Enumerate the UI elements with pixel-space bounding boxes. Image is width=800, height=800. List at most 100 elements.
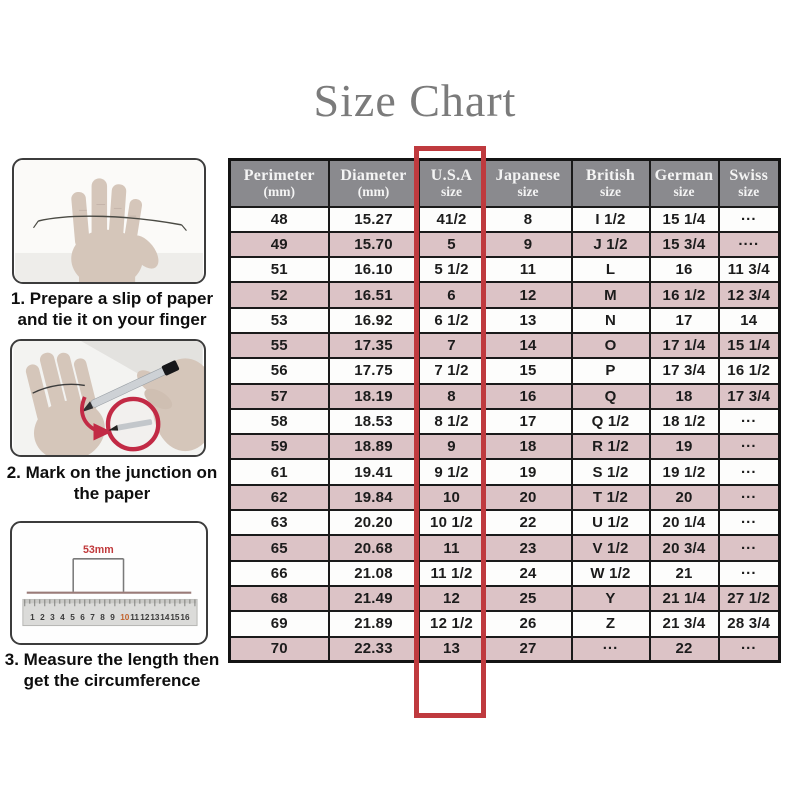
table-cell: 57 bbox=[228, 382, 330, 410]
length-label: 53mm bbox=[83, 544, 114, 556]
table-cell: Y bbox=[570, 584, 651, 613]
table-cell: 8 1/2 bbox=[417, 407, 486, 436]
ruler-ticks bbox=[24, 599, 196, 607]
step1-photo bbox=[12, 158, 206, 284]
table-cell: 18 bbox=[483, 433, 573, 461]
table-cell: 17 3/4 bbox=[648, 357, 720, 385]
table-row: 55 17.35 7 14 O 17 1/4 15 1/4 bbox=[228, 331, 781, 360]
table-cell: 11 bbox=[417, 534, 486, 562]
table-cell: 9 bbox=[417, 433, 486, 461]
table-cell: 8 bbox=[417, 382, 486, 410]
table-cell: P bbox=[570, 357, 651, 385]
column-header: German size bbox=[648, 158, 720, 208]
table-row: 66 21.08 11 1/2 24 W 1/2 21 ··· bbox=[228, 559, 781, 587]
step2-caption-line1: 2. Mark on the junction on bbox=[6, 463, 218, 482]
table-cell: 65 bbox=[228, 534, 330, 562]
table-row: 65 20.68 11 23 V 1/2 20 3/4 ··· bbox=[228, 534, 781, 562]
table-cell: 13 bbox=[483, 306, 573, 334]
table-cell: 27 bbox=[483, 635, 573, 663]
table-cell: 21.49 bbox=[327, 584, 420, 613]
table-cell: 20 bbox=[648, 483, 720, 512]
size-table-header: Perimeter (mm) Diameter (mm) U.S.A size Japane… bbox=[228, 158, 781, 208]
table-cell: R 1/2 bbox=[570, 433, 651, 461]
table-row: 52 16.51 6 12 M 16 1/2 12 3/4 bbox=[228, 281, 781, 309]
column-header: Swiss size bbox=[717, 158, 781, 208]
table-row: 61 19.41 9 1/2 19 S 1/2 19 1/2 ··· bbox=[228, 458, 781, 486]
table-cell: S 1/2 bbox=[570, 458, 651, 486]
table-row: 68 21.49 12 25 Y 21 1/4 27 1/2 bbox=[228, 584, 781, 613]
hand-with-paper-slip-icon bbox=[15, 160, 203, 282]
table-cell: 22 bbox=[483, 509, 573, 537]
size-table: Perimeter (mm) Diameter (mm) U.S.A size Japane… bbox=[228, 158, 781, 664]
table-cell: 27 1/2 bbox=[717, 584, 781, 613]
column-header: Perimeter (mm) bbox=[228, 158, 330, 208]
column-header: Diameter (mm) bbox=[327, 158, 420, 208]
table-cell: 5 bbox=[417, 230, 486, 259]
table-cell: 66 bbox=[228, 559, 330, 587]
table-cell: 52 bbox=[228, 281, 330, 309]
step3-caption-line2: get the circumference bbox=[23, 671, 201, 691]
table-cell: 18.19 bbox=[327, 382, 420, 410]
table-row: 63 20.20 10 1/2 22 U 1/2 20 1/4 ··· bbox=[228, 509, 781, 537]
table-cell: 18.89 bbox=[327, 433, 420, 461]
table-cell: 12 3/4 bbox=[717, 281, 781, 309]
size-table-wrap: Perimeter (mm) Diameter (mm) U.S.A size Japane… bbox=[228, 158, 781, 664]
table-cell: 26 bbox=[483, 610, 573, 638]
table-cell: 48 bbox=[228, 205, 330, 233]
table-cell: 20.68 bbox=[327, 534, 420, 562]
table-cell: 69 bbox=[228, 610, 330, 638]
table-cell: 20 3/4 bbox=[648, 534, 720, 562]
table-cell: 16 1/2 bbox=[717, 357, 781, 385]
table-cell: 21.08 bbox=[327, 559, 420, 587]
table-cell: 16.10 bbox=[327, 256, 420, 284]
table-cell: ···· bbox=[717, 230, 781, 259]
table-cell: 24 bbox=[483, 559, 573, 587]
table-cell: N bbox=[570, 306, 651, 334]
step2-photo bbox=[10, 339, 206, 457]
table-row: 59 18.89 9 18 R 1/2 19 ··· bbox=[228, 433, 781, 461]
table-cell: 16.51 bbox=[327, 281, 420, 309]
table-cell: 17 bbox=[648, 306, 720, 334]
step1-caption-line1: 1. Prepare a slip of paper bbox=[10, 289, 214, 308]
page-title: Size Chart bbox=[313, 75, 517, 126]
table-cell: 9 bbox=[483, 230, 573, 259]
table-cell: 13 bbox=[417, 635, 486, 663]
table-cell: 15 1/4 bbox=[717, 331, 781, 360]
paper-slip-string bbox=[38, 215, 182, 226]
table-row: 70 22.33 13 27 ··· 22 ··· bbox=[228, 635, 781, 663]
table-cell: 25 bbox=[483, 584, 573, 613]
table-cell: 17 bbox=[483, 407, 573, 436]
table-row: 48 15.27 41/2 8 I 1/2 15 1/4 ··· bbox=[228, 205, 781, 233]
table-cell: 14 bbox=[483, 331, 573, 360]
step2-caption-line2: the paper bbox=[73, 484, 151, 504]
table-cell: 56 bbox=[228, 357, 330, 385]
table-cell: 17.35 bbox=[327, 331, 420, 360]
table-cell: 19.84 bbox=[327, 483, 420, 512]
table-cell: 19 1/2 bbox=[648, 458, 720, 486]
ruler-measurement-icon: 53mm 1 2 3 4 5 6 7 8 9 10111213141516 bbox=[13, 523, 205, 643]
table-cell: 8 bbox=[483, 205, 573, 233]
string-mark bbox=[32, 383, 85, 394]
table-cell: 15.70 bbox=[327, 230, 420, 259]
table-row: 56 17.75 7 1/2 15 P 17 3/4 16 1/2 bbox=[228, 357, 781, 385]
table-cell: ··· bbox=[717, 458, 781, 486]
column-header: U.S.A size bbox=[417, 158, 486, 208]
step1-caption-line2: and tie it on your finger bbox=[17, 310, 207, 330]
table-cell: 41/2 bbox=[417, 205, 486, 233]
table-cell: 58 bbox=[228, 407, 330, 436]
table-cell: 22.33 bbox=[327, 635, 420, 663]
table-cell: ··· bbox=[717, 407, 781, 436]
table-cell: 7 bbox=[417, 331, 486, 360]
table-cell: 61 bbox=[228, 458, 330, 486]
step1-caption: 1. Prepare a slip of paper and tie it on… bbox=[0, 288, 224, 331]
table-cell: 51 bbox=[228, 256, 330, 284]
table-cell: I 1/2 bbox=[570, 205, 651, 233]
table-cell: 62 bbox=[228, 483, 330, 512]
table-cell: 17 1/4 bbox=[648, 331, 720, 360]
table-cell: 20 1/4 bbox=[648, 509, 720, 537]
table-cell: 59 bbox=[228, 433, 330, 461]
table-cell: 10 1/2 bbox=[417, 509, 486, 537]
table-row: 51 16.10 5 1/2 11 L 16 11 3/4 bbox=[228, 256, 781, 284]
table-cell: 17.75 bbox=[327, 357, 420, 385]
table-cell: 63 bbox=[228, 509, 330, 537]
